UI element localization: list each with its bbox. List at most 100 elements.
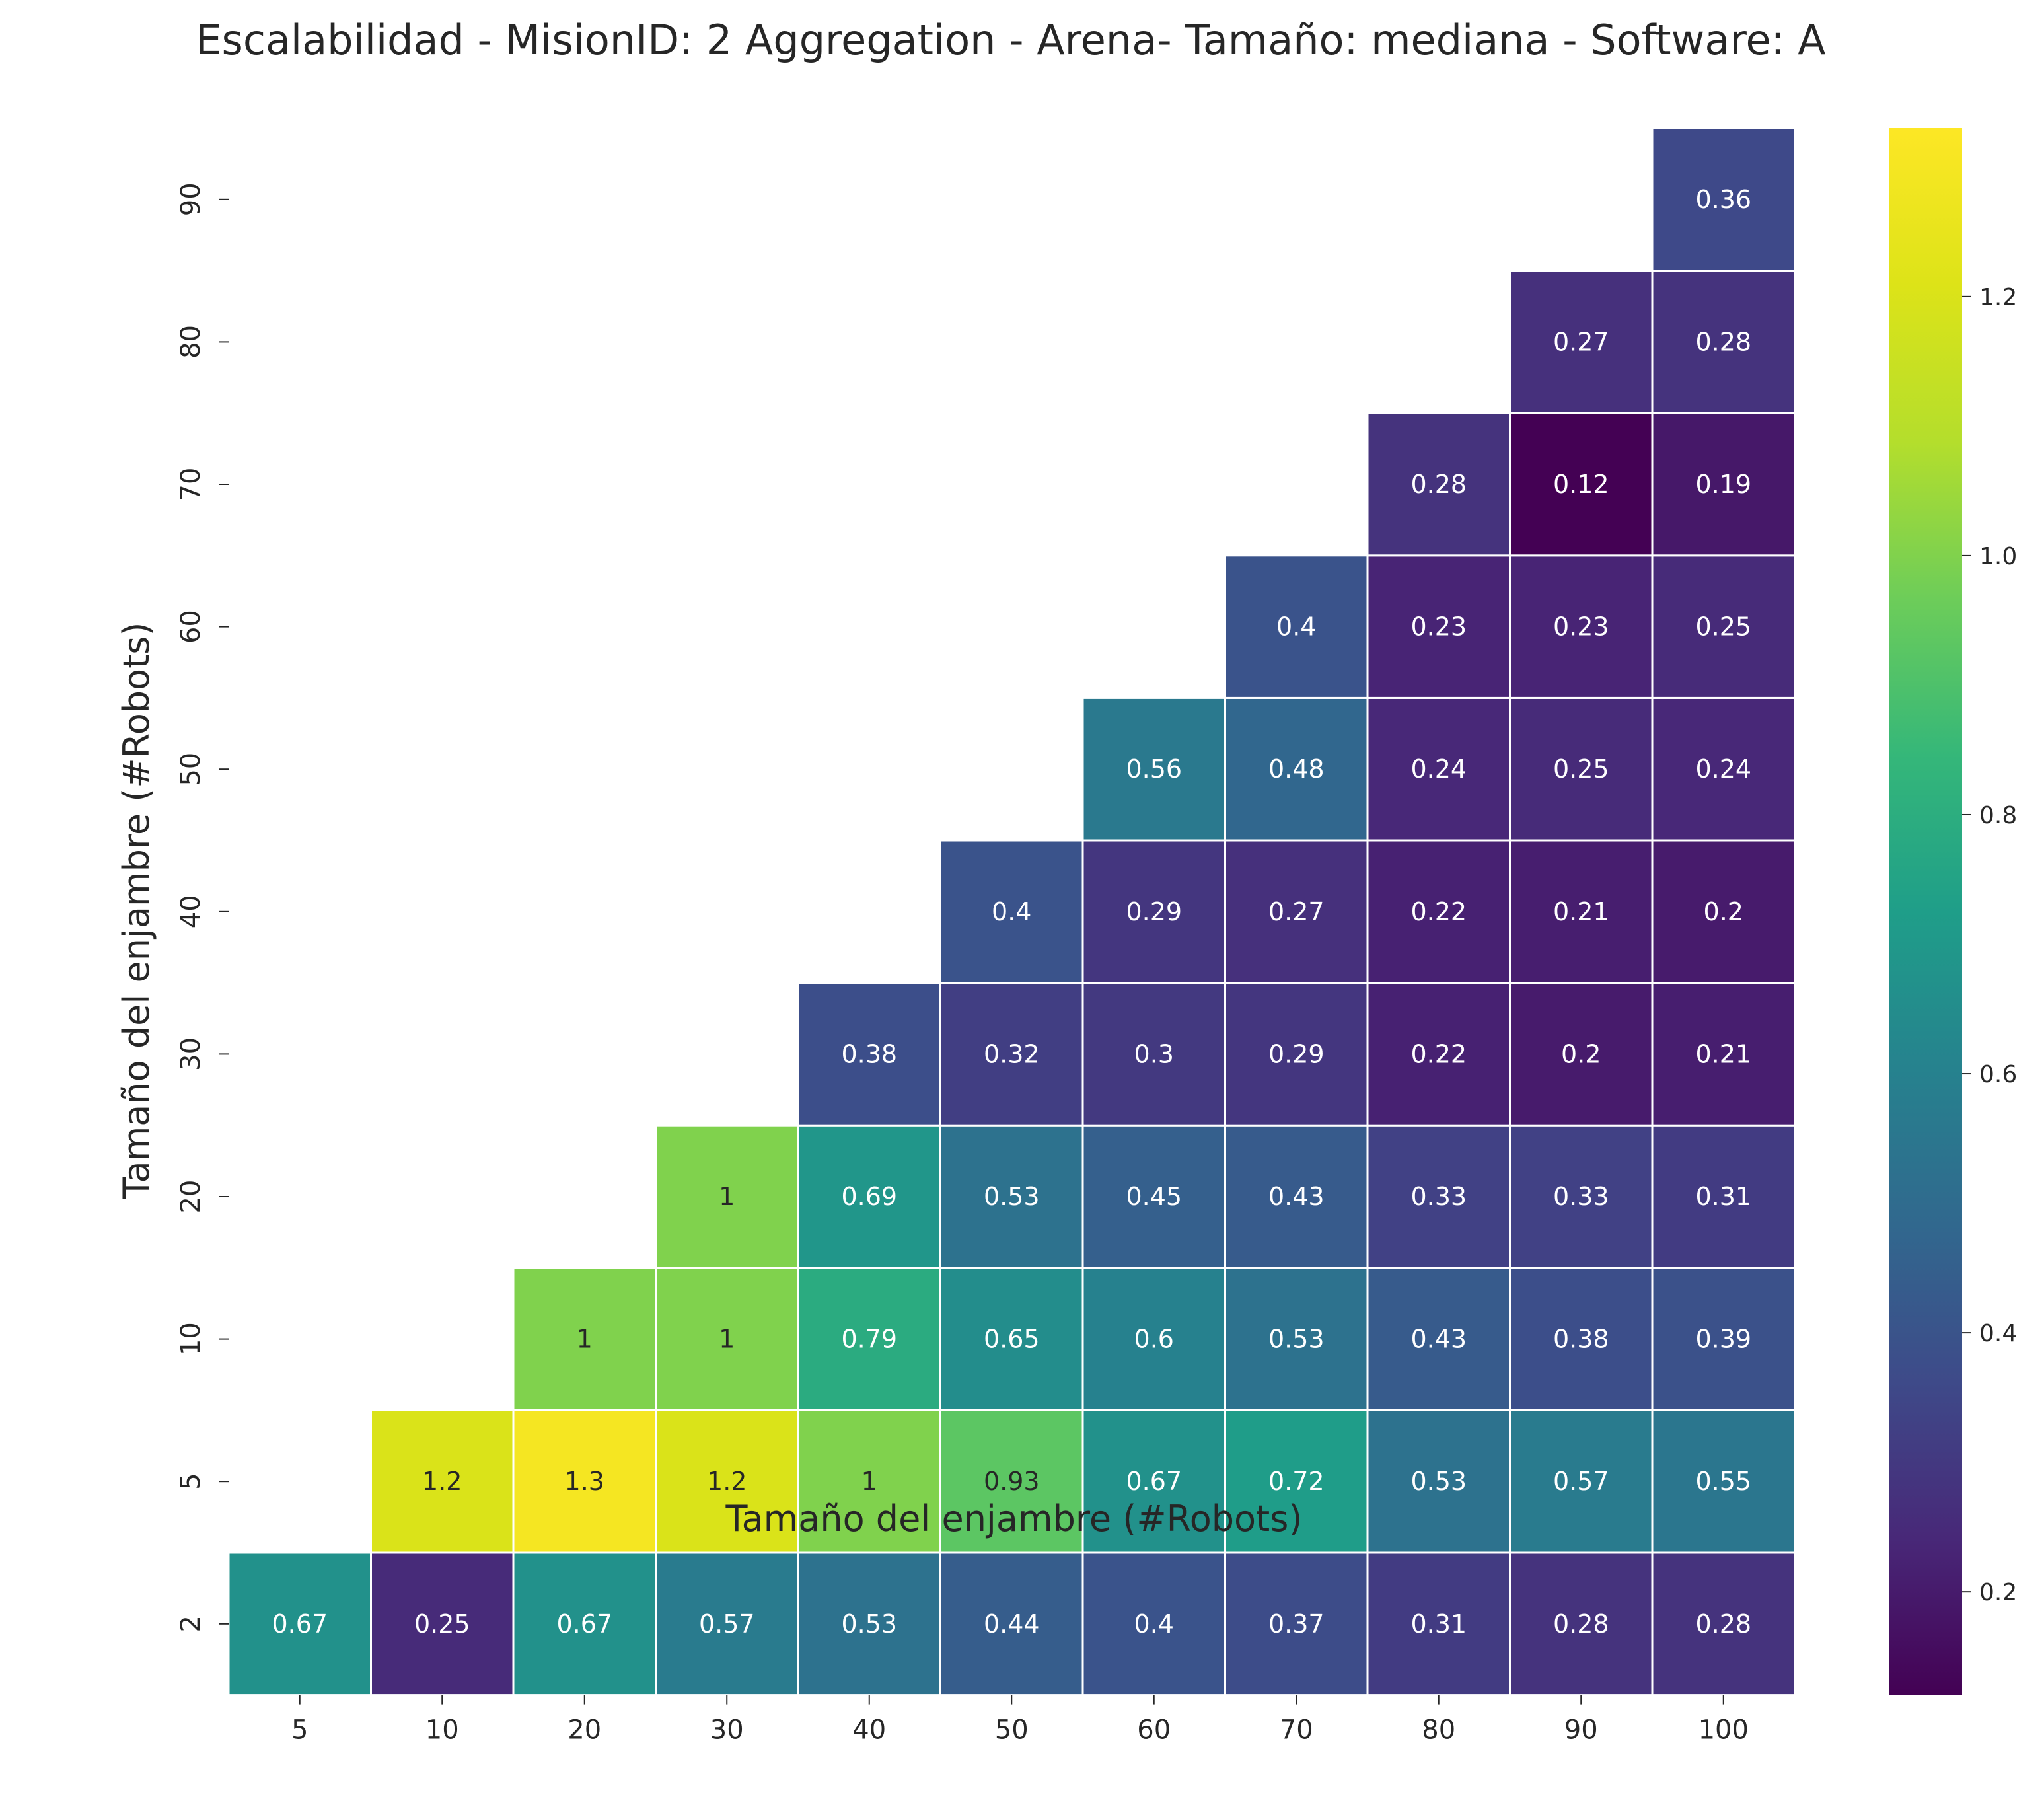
colorbar: 0.2 0.4 0.6 0.8 1.0 1.2 bbox=[1889, 128, 2017, 1695]
heatmap-cell bbox=[370, 1551, 515, 1697]
heatmap-cell bbox=[939, 1409, 1084, 1554]
y-tick-label: 2 bbox=[176, 1615, 206, 1632]
colorbar-tick-label: 0.6 bbox=[1979, 1061, 2017, 1088]
heatmap-cell bbox=[1509, 696, 1654, 842]
heatmap-cell bbox=[1509, 1409, 1654, 1554]
cell-value-label: 0.67 bbox=[272, 1609, 328, 1639]
heatmap-cell bbox=[1651, 1124, 1796, 1269]
cell-value-label: 0.2 bbox=[1704, 897, 1743, 926]
x-tick-label: 10 bbox=[425, 1715, 459, 1746]
heatmap-cell bbox=[1081, 1124, 1226, 1269]
y-tick-label: 60 bbox=[176, 610, 206, 644]
heatmap-cell bbox=[939, 1267, 1084, 1411]
x-tick-label: 60 bbox=[1137, 1715, 1171, 1746]
heatmap-cell bbox=[1509, 412, 1654, 557]
cell-value-label: 0.25 bbox=[1695, 612, 1751, 642]
x-tick-label: 5 bbox=[291, 1715, 308, 1746]
heatmap-cell bbox=[1366, 412, 1511, 557]
cell-value-label: 0.28 bbox=[1695, 327, 1751, 356]
colorbar-tick-label: 1.0 bbox=[1979, 543, 2017, 570]
cell-value-label: 0.36 bbox=[1695, 185, 1751, 214]
colorbar-gradient bbox=[1889, 128, 1962, 1695]
cell-value-label: 1.3 bbox=[565, 1467, 604, 1496]
heatmap-cell bbox=[1651, 127, 1796, 272]
cell-value-label: 0.65 bbox=[984, 1325, 1040, 1354]
heatmap-cell bbox=[1081, 1409, 1226, 1554]
heatmap-cell bbox=[1081, 839, 1226, 984]
cell-value-label: 0.43 bbox=[1268, 1182, 1325, 1211]
cell-value-label: 0.33 bbox=[1553, 1182, 1609, 1211]
colorbar-tick-label: 1.2 bbox=[1979, 284, 2017, 311]
cell-value-label: 0.72 bbox=[1268, 1467, 1325, 1496]
heatmap-cell bbox=[1224, 1409, 1369, 1554]
heatmap-cell bbox=[797, 982, 941, 1127]
heatmap-cell bbox=[1651, 554, 1796, 699]
heatmap-cell bbox=[370, 1409, 515, 1554]
x-tick-label: 40 bbox=[852, 1715, 886, 1746]
x-tick-label: 100 bbox=[1698, 1715, 1749, 1746]
cell-value-label: 0.28 bbox=[1695, 1609, 1751, 1639]
x-tick-label: 20 bbox=[567, 1715, 601, 1746]
heatmap-cell bbox=[512, 1267, 657, 1411]
x-tick-label: 90 bbox=[1564, 1715, 1598, 1746]
cell-value-label: 0.93 bbox=[984, 1467, 1040, 1496]
chart-title: Escalabilidad - MisionID: 2 Aggregation … bbox=[196, 16, 1825, 64]
cell-value-label: 0.28 bbox=[1553, 1609, 1609, 1639]
cell-value-label: 0.39 bbox=[1695, 1325, 1751, 1354]
cell-value-label: 0.24 bbox=[1695, 755, 1751, 784]
cell-value-label: 0.4 bbox=[1134, 1609, 1174, 1639]
heatmap-cell bbox=[1366, 1267, 1511, 1411]
heatmap-cell bbox=[1224, 1267, 1369, 1411]
cell-value-label: 0.32 bbox=[984, 1039, 1040, 1068]
cell-value-label: 0.27 bbox=[1268, 897, 1325, 926]
cell-value-label: 0.2 bbox=[1561, 1039, 1601, 1068]
heatmap-cell bbox=[1366, 696, 1511, 842]
cell-value-label: 0.12 bbox=[1553, 470, 1609, 499]
heatmap-cell bbox=[1651, 270, 1796, 414]
cell-value-label: 0.48 bbox=[1268, 755, 1325, 784]
cell-value-label: 1.2 bbox=[422, 1467, 462, 1496]
cell-value-label: 0.22 bbox=[1410, 897, 1467, 926]
y-tick-label: 10 bbox=[176, 1322, 206, 1356]
cell-value-label: 0.31 bbox=[1695, 1182, 1751, 1211]
colorbar-tick-label: 0.4 bbox=[1979, 1320, 2017, 1347]
y-tick-label: 70 bbox=[176, 468, 206, 501]
heatmap-cell bbox=[1651, 1551, 1796, 1697]
cell-value-label: 0.37 bbox=[1268, 1609, 1325, 1639]
cell-value-label: 0.44 bbox=[984, 1609, 1040, 1639]
y-axis-label: Tamaño del enjambre (#Robots) bbox=[116, 622, 157, 1200]
cell-value-label: 1 bbox=[577, 1325, 593, 1354]
heatmap-cell bbox=[1651, 1267, 1796, 1411]
heatmap-cell bbox=[1224, 1124, 1369, 1269]
cell-value-label: 0.38 bbox=[841, 1039, 897, 1068]
cell-value-label: 0.31 bbox=[1410, 1609, 1467, 1639]
cell-value-label: 0.27 bbox=[1553, 327, 1609, 356]
cell-value-label: 0.43 bbox=[1410, 1325, 1467, 1354]
cell-value-label: 0.4 bbox=[1276, 612, 1316, 642]
cell-value-label: 0.21 bbox=[1695, 1039, 1751, 1068]
cell-value-label: 0.38 bbox=[1553, 1325, 1609, 1354]
cell-value-label: 0.55 bbox=[1695, 1467, 1751, 1496]
cell-value-label: 0.69 bbox=[841, 1182, 897, 1211]
cell-value-label: 1.2 bbox=[707, 1467, 747, 1496]
cell-value-label: 1 bbox=[861, 1467, 877, 1496]
x-axis: 5 10 20 30 40 50 60 70 80 90 100 bbox=[291, 1695, 1749, 1746]
heatmap-cell bbox=[1224, 982, 1369, 1127]
heatmap-cell bbox=[655, 1124, 799, 1269]
cell-value-label: 0.25 bbox=[414, 1609, 470, 1639]
heatmap-cell bbox=[1509, 1267, 1654, 1411]
cell-value-label: 0.22 bbox=[1410, 1039, 1467, 1068]
y-tick-label: 30 bbox=[176, 1037, 206, 1071]
y-tick-label: 90 bbox=[176, 182, 206, 216]
heatmap-cell bbox=[1366, 1409, 1511, 1554]
colorbar-tick-label: 0.8 bbox=[1979, 802, 2017, 829]
heatmap-cell bbox=[1224, 1551, 1369, 1697]
heatmap-cell bbox=[1366, 554, 1511, 699]
heatmap-cell bbox=[1509, 554, 1654, 699]
cell-value-label: 0.29 bbox=[1126, 897, 1182, 926]
x-axis-label: Tamaño del enjambre (#Robots) bbox=[725, 1498, 1303, 1539]
heatmap-cell bbox=[1509, 1124, 1654, 1269]
x-tick-label: 50 bbox=[995, 1715, 1029, 1746]
y-axis: 2 5 10 20 30 40 50 60 70 80 90 bbox=[176, 182, 229, 1633]
